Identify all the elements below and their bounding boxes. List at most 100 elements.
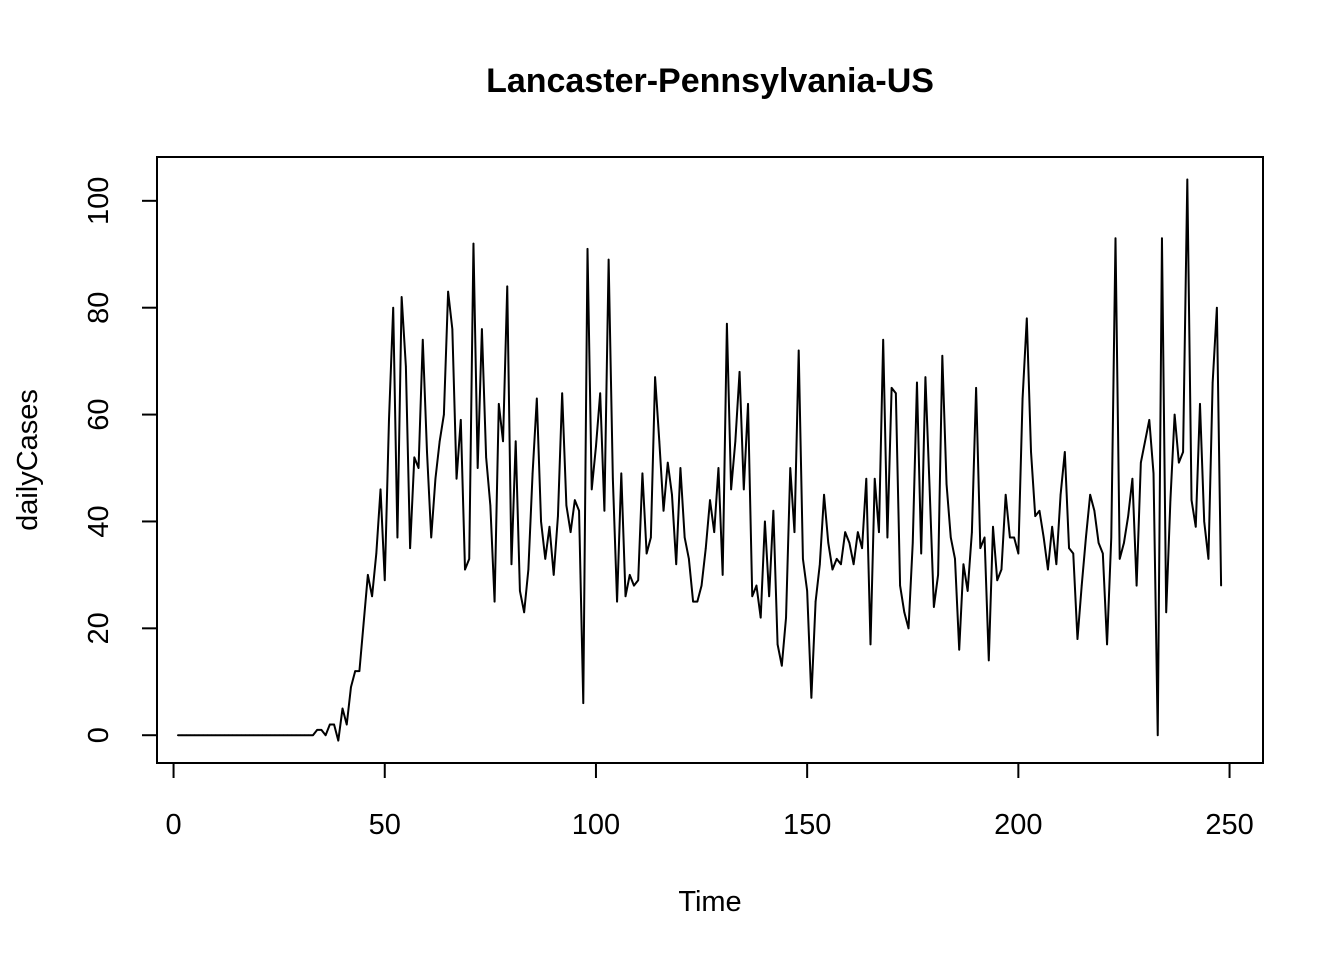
data-point <box>574 499 576 501</box>
data-point <box>1013 536 1015 539</box>
data-point <box>768 595 770 598</box>
chart-title: Lancaster-Pennsylvania-US <box>486 62 934 100</box>
data-point <box>903 611 906 614</box>
data-point <box>924 376 927 378</box>
data-point <box>857 531 859 533</box>
data-point <box>742 488 745 491</box>
data-point <box>992 526 994 528</box>
data-point <box>468 558 471 560</box>
data-point <box>514 440 517 443</box>
data-point <box>848 542 851 544</box>
data-point <box>215 734 217 737</box>
data-point <box>1161 237 1163 240</box>
data-point <box>645 552 648 555</box>
data-point <box>307 734 310 737</box>
data-point <box>253 734 255 737</box>
data-point <box>265 734 268 737</box>
data-point <box>662 509 665 512</box>
data-point <box>274 734 276 737</box>
data-point <box>789 467 792 469</box>
data-point <box>755 584 758 587</box>
data-point <box>443 413 445 416</box>
data-point <box>548 526 551 528</box>
data-point <box>1194 526 1197 528</box>
data-point <box>1127 515 1129 517</box>
x-tick-label: 200 <box>994 809 1042 841</box>
data-point <box>776 643 779 646</box>
data-point <box>928 488 931 491</box>
data-point <box>620 472 623 475</box>
data-point <box>721 574 724 576</box>
data-point <box>958 648 961 651</box>
data-point <box>282 734 285 737</box>
data-point <box>1152 472 1155 475</box>
data-point <box>1123 542 1125 544</box>
data-point <box>498 403 500 405</box>
x-tick-label: 250 <box>1205 809 1253 841</box>
data-point <box>375 552 378 555</box>
data-point <box>240 734 242 737</box>
data-point <box>1190 499 1193 501</box>
data-point <box>954 558 956 560</box>
data-point <box>244 734 247 737</box>
data-point <box>582 702 585 704</box>
data-point <box>210 734 213 737</box>
data-point <box>481 328 483 330</box>
data-point <box>569 531 572 533</box>
data-point <box>341 707 344 710</box>
data-point <box>506 285 509 288</box>
data-point <box>1000 568 1003 571</box>
data-point <box>734 440 737 443</box>
data-point <box>679 467 682 469</box>
data-point <box>814 600 817 603</box>
data-point <box>299 734 302 737</box>
data-point <box>388 419 390 421</box>
data-point <box>861 547 863 549</box>
data-point <box>599 392 601 395</box>
data-point <box>1072 552 1075 555</box>
data-point <box>696 600 699 603</box>
y-axis-label: dailyCases <box>12 389 44 531</box>
data-point <box>971 531 973 533</box>
data-point <box>983 536 986 539</box>
data-point <box>578 509 580 512</box>
data-point <box>1055 563 1058 566</box>
y-tick-label: 40 <box>83 505 115 537</box>
data-point <box>316 729 318 731</box>
data-point <box>764 520 766 523</box>
data-point <box>557 515 559 517</box>
y-tick-label: 100 <box>83 177 115 225</box>
data-point <box>1034 515 1037 517</box>
data-point <box>586 248 589 250</box>
data-point <box>519 590 521 592</box>
data-point <box>493 600 496 603</box>
data-point <box>181 734 183 737</box>
data-point <box>362 622 365 624</box>
data-point <box>371 595 373 598</box>
data-point <box>295 734 297 737</box>
data-point <box>227 734 230 737</box>
data-point <box>920 552 922 555</box>
data-point <box>785 616 787 619</box>
data-point <box>658 440 661 443</box>
data-point <box>409 547 411 549</box>
data-point <box>1102 552 1104 555</box>
data-point <box>345 723 348 726</box>
data-point <box>671 493 673 496</box>
data-point <box>730 488 732 491</box>
data-point <box>269 734 272 737</box>
data-point <box>797 349 800 352</box>
x-tick-label: 100 <box>572 809 620 841</box>
data-point <box>886 536 889 539</box>
data-point <box>911 542 914 544</box>
data-point <box>1131 477 1134 480</box>
data-point <box>1203 520 1205 523</box>
data-point <box>713 531 716 533</box>
data-point <box>700 584 703 587</box>
data-point <box>1093 509 1096 512</box>
data-point <box>565 504 568 507</box>
data-point <box>781 664 783 667</box>
data-point <box>895 392 897 395</box>
data-point <box>1021 397 1024 400</box>
data-point <box>603 509 606 512</box>
